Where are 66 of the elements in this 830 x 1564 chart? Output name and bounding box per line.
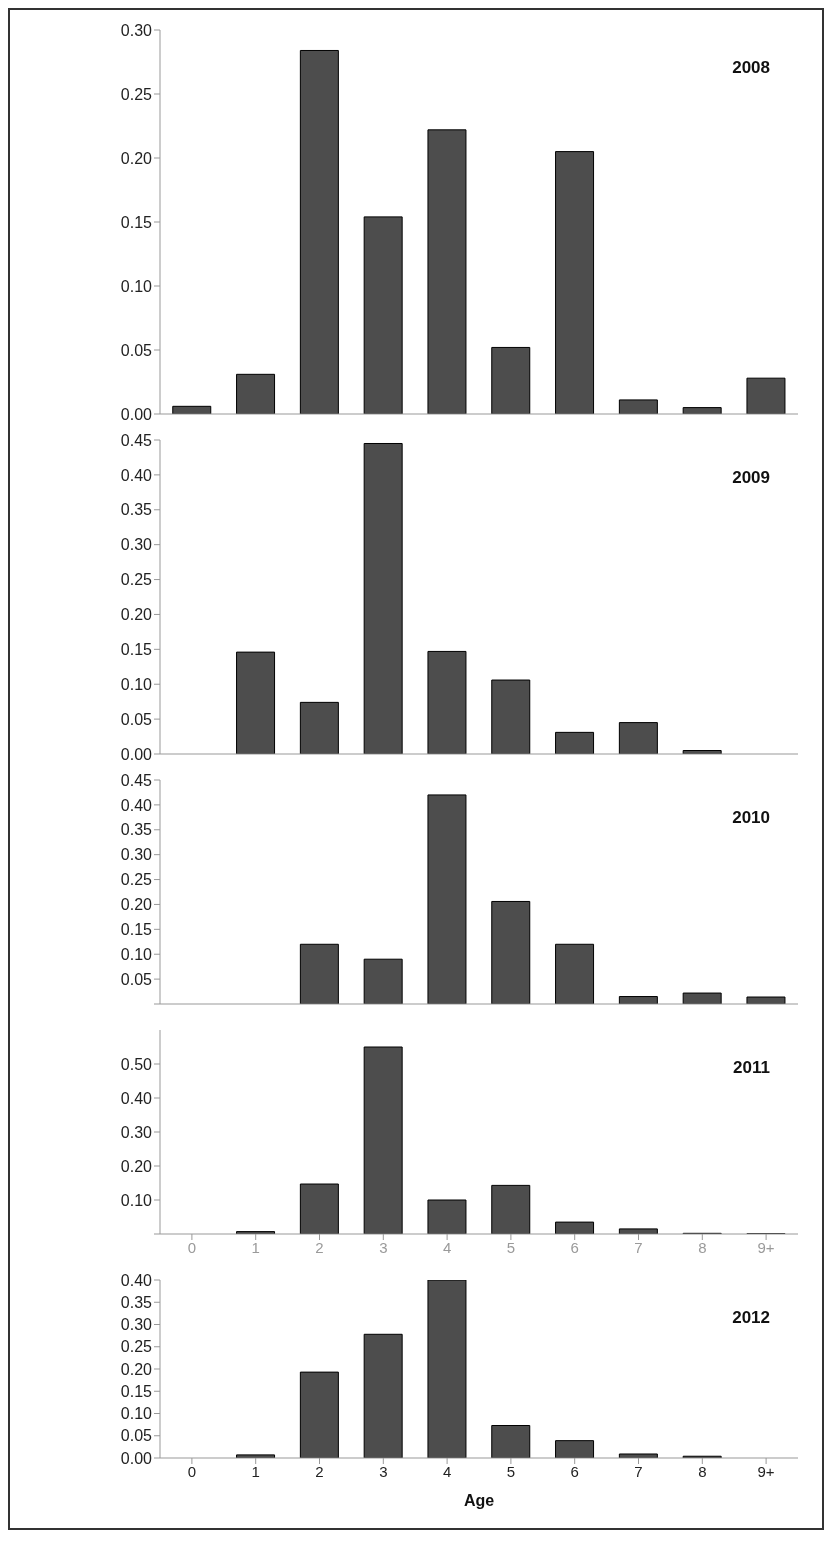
y-tick-label: 0.45 [120, 771, 153, 789]
x-tick-label: 1 [251, 1462, 260, 1480]
x-tick-label: 7 [634, 1238, 643, 1256]
y-tick-label: 0.20 [120, 1157, 153, 1175]
y-tick-label: 0.20 [120, 606, 153, 624]
y-tick-label: 0.20 [120, 896, 153, 914]
x-tick-label: 3 [379, 1462, 388, 1480]
x-tick-label: 8 [698, 1462, 707, 1480]
y-tick-label: 0.40 [120, 466, 153, 484]
x-tick-label: 7 [634, 1462, 643, 1480]
text: 2008 [732, 58, 770, 78]
y-tick-label: 0.00 [120, 745, 153, 763]
y-tick-label: 0.40 [120, 1089, 153, 1107]
y-tick-label: 0.50 [120, 1055, 153, 1073]
x-tick-label: 6 [570, 1462, 579, 1480]
y-tick-label: 0.00 [120, 1449, 153, 1467]
y-tick-label: 0.35 [120, 821, 153, 839]
y-tick-label: 0.05 [120, 970, 153, 988]
y-tick-label: 0.30 [120, 846, 153, 864]
x-tick-label: 5 [506, 1462, 516, 1480]
y-tick-label: 0.15 [120, 213, 153, 231]
y-tick-label: 0.30 [120, 21, 153, 39]
x-tick-label: 4 [442, 1462, 452, 1480]
x-tick-label: 1 [251, 1238, 260, 1256]
x-tick-label: 0 [187, 1462, 197, 1480]
y-tick-label: 0.15 [120, 641, 153, 659]
y-tick-label: 0.10 [120, 675, 153, 693]
y-tick-label: 0.30 [120, 536, 153, 554]
text: 2012 [732, 1308, 770, 1328]
x-tick-label: 5 [506, 1238, 516, 1256]
y-tick-label: 0.30 [120, 1316, 153, 1334]
y-tick-label: 0.15 [120, 1382, 153, 1400]
y-tick-label: 0.30 [120, 1123, 153, 1141]
y-tick-label: 0.05 [120, 710, 153, 728]
y-tick-label: 0.40 [120, 796, 153, 814]
y-tick-label: 0.00 [120, 405, 153, 423]
y-tick-label: 0.40 [120, 1271, 153, 1289]
text: 2009 [732, 468, 770, 488]
y-tick-label: 0.15 [120, 921, 153, 939]
x-tick-label: 3 [379, 1238, 388, 1256]
y-tick-label: 0.25 [120, 571, 153, 589]
y-tick-label: 0.35 [120, 501, 153, 519]
y-tick-label: 0.05 [120, 1427, 153, 1445]
y-tick-label: 0.35 [120, 1293, 153, 1311]
x-tick-label: 0 [187, 1238, 197, 1256]
y-tick-label: 0.20 [120, 1360, 153, 1378]
x-tick-label: 9+ [757, 1462, 775, 1480]
y-tick-label: 0.10 [120, 1191, 153, 1209]
text: 2011 [733, 1058, 770, 1078]
y-tick-label: 0.25 [120, 1338, 153, 1356]
x-tick-label: 6 [570, 1238, 579, 1256]
x-axis-title: Age [463, 1492, 495, 1509]
y-tick-label: 0.25 [120, 871, 153, 889]
y-tick-label: 0.20 [120, 149, 153, 167]
text: 2010 [732, 808, 770, 828]
y-tick-label: 0.10 [120, 945, 153, 963]
y-tick-label: 0.25 [120, 85, 153, 103]
y-tick-label: 0.45 [120, 431, 153, 449]
x-tick-label: 2 [315, 1238, 324, 1256]
x-tick-label: 9+ [757, 1238, 775, 1256]
x-tick-label: 8 [698, 1238, 707, 1256]
y-tick-label: 0.10 [120, 277, 153, 295]
x-tick-label: 2 [315, 1462, 324, 1480]
y-tick-label: 0.10 [120, 1405, 153, 1423]
x-tick-label: 4 [442, 1238, 452, 1256]
y-tick-label: 0.05 [120, 341, 153, 359]
